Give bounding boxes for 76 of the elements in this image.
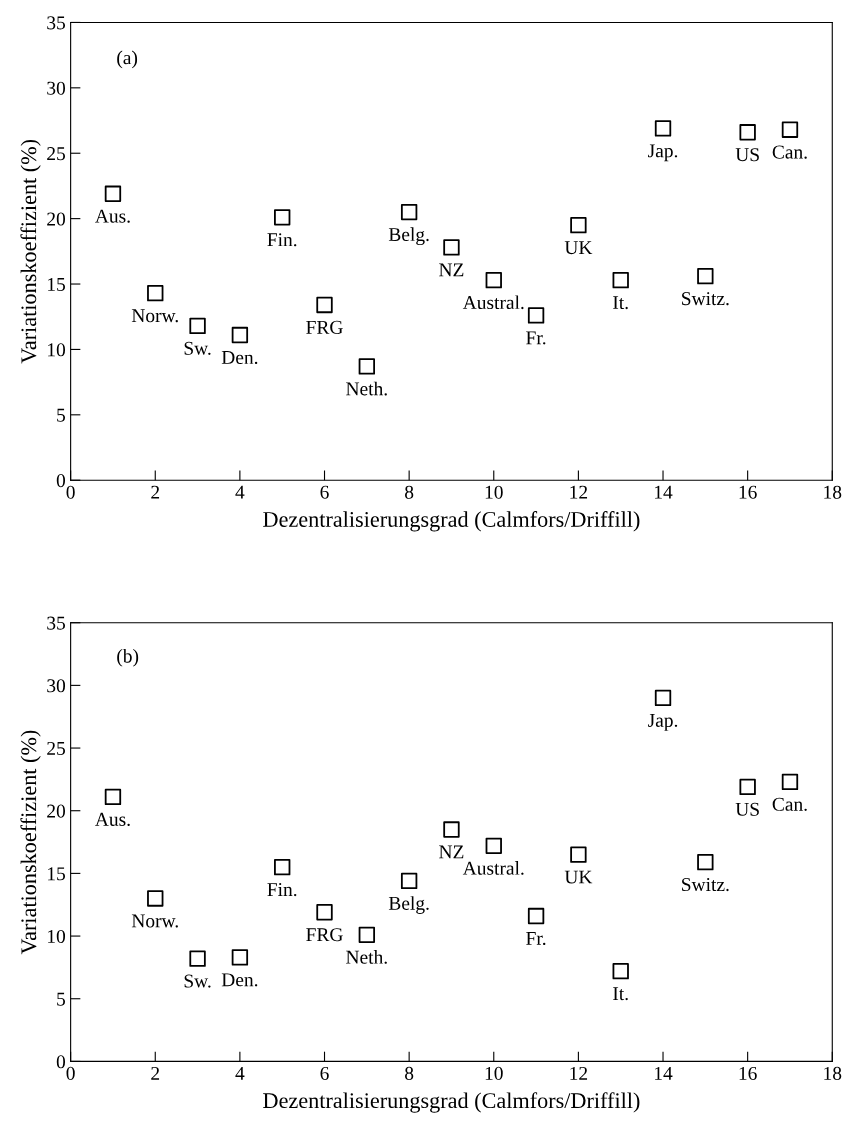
annotation: FRG [306,320,343,334]
text: (b) [117,648,139,667]
x-tick-label: 16 [739,1066,757,1080]
y-tick-label: 30 [47,679,66,693]
x-tick-label: 12 [570,485,588,499]
y-tick-label: 25 [47,741,66,755]
annotation: FRG [306,928,343,942]
annotation: UK [564,241,593,255]
x-tick-label: 0 [66,485,75,499]
x-axis-title: Dezentralisierungsgrad (Calmfors/Driffill) [263,1092,640,1113]
y-tick-label: 20 [47,804,66,818]
annotation: Jap. [648,144,678,162]
y-tick-label: 30 [47,81,66,95]
y-tick-label: 10 [48,343,66,357]
annotation: Sw. [184,341,211,355]
annotation: Belg. [388,227,429,246]
annotation: Den. [221,973,258,987]
annotation: UK [564,870,593,884]
y-tick-label: 0 [56,1055,66,1069]
y-tick-label: 15 [48,867,66,881]
y-axis-title: Variationskoeffizient (%) [20,139,41,364]
x-tick-label: 0 [66,1066,75,1080]
annotation: It. [613,987,628,1001]
y-tick-label: 10 [48,929,66,944]
annotation: Den. [221,351,258,365]
annotation: It. [613,296,628,310]
annotation: Switz. [682,292,729,306]
annotation: Fin. [267,883,297,897]
x-axis-title: Dezentralisierungsgrad (Calmfors/Driffill) [263,511,640,532]
x-tick-label: 10 [485,1066,503,1080]
x-tick-label: 12 [570,1066,588,1080]
annotation: US [735,802,759,816]
annotation: Norw. [131,914,178,928]
annotation: Austral. [462,295,524,310]
annotation: Fr. [526,331,546,345]
x-tick-label: 2 [151,1066,160,1080]
y-axis-title: Variationskoeffizient (%) [20,730,41,955]
x-tick-label: 18 [824,485,842,499]
x-tick-label: 6 [320,485,329,499]
y-tick-label: 5 [57,408,66,422]
x-tick-label: 10 [485,485,503,499]
y-tick-label: 15 [48,277,66,291]
y-tick-label: 35 [47,616,66,630]
x-tick-label: 4 [235,485,245,499]
y-tick-label: 25 [47,147,66,161]
annotation: NZ [439,263,464,277]
annotation: NZ [439,845,464,859]
annotation: Austral. [462,861,524,875]
y-tick-label: 20 [47,212,66,226]
x-tick-label: 14 [655,485,673,499]
x-tick-label: 18 [824,1066,842,1080]
annotation: Fin. [267,233,297,247]
annotation: Fr. [526,932,546,946]
annotation: Can. [772,145,807,159]
x-tick-label: 16 [739,485,757,499]
annotation: Neth. [346,950,387,964]
x-tick-label: 14 [655,1066,673,1080]
x-tick-label: 2 [151,485,160,499]
annotation: Belg. [388,896,429,914]
y-tick-label: 35 [47,16,66,30]
annotation: Jap. [648,713,678,731]
annotation: Aus. [95,209,130,223]
annotation: Sw. [184,974,211,988]
y-tick-label: 5 [57,992,66,1006]
annotation: Neth. [346,381,387,396]
x-tick-label: 4 [235,1066,245,1080]
x-tick-label: 8 [405,1066,414,1080]
annotation: Aus. [95,812,130,826]
annotation: US [735,148,759,162]
y-tick-label: 0 [56,474,66,488]
x-tick-label: 6 [320,1066,329,1080]
x-tick-label: 8 [405,485,414,499]
text: (a) [117,50,138,69]
annotation: Norw. [131,309,178,323]
annotation: Switz. [682,878,729,892]
annotation: Can. [772,797,807,811]
